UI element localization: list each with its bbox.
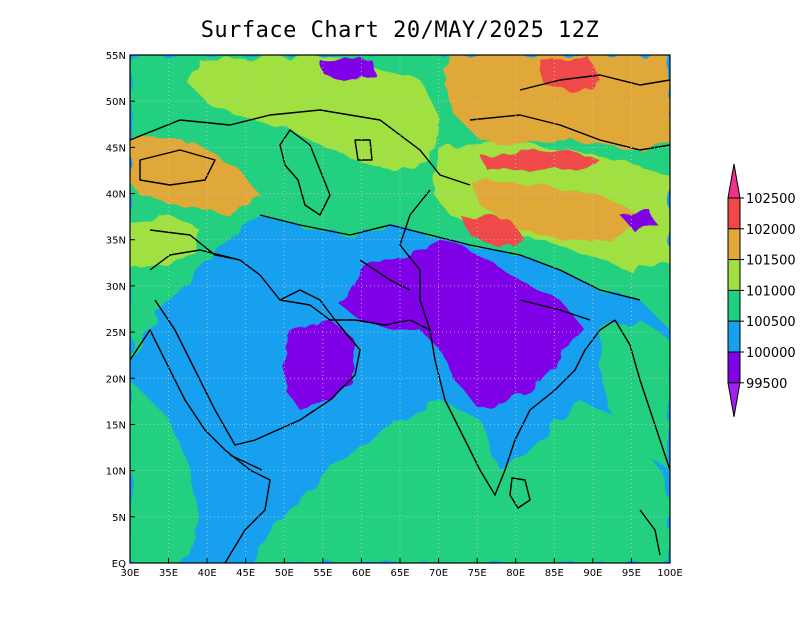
colorbar-arrow-top <box>727 163 741 199</box>
lon-tick-label: 85E <box>545 568 564 579</box>
lon-tick-label: 100E <box>657 568 682 579</box>
colorbar-segment <box>727 289 741 322</box>
lon-tick-label: 95E <box>622 568 641 579</box>
colorbar-segment <box>727 228 741 261</box>
lon-tick-label: 55E <box>313 568 332 579</box>
colorbar-label: 102500 <box>746 192 796 207</box>
field-102500-c <box>460 215 525 248</box>
lat-tick-label: 5N <box>112 513 126 524</box>
lon-tick-label: 50E <box>275 568 294 579</box>
colorbar: 102500 102000 101500 101000 100500 100000 9950… <box>727 163 796 417</box>
lat-axis: EQ 5N 10N 15N 20N 25N 30N 35N 40N 45N 50N 55N <box>106 51 135 570</box>
field-101000-south <box>250 400 670 563</box>
lat-tick-label: 45N <box>106 143 126 154</box>
lat-tick-label: 15N <box>106 420 126 431</box>
colorbar-label: 100500 <box>746 315 796 330</box>
field-100000-arabia <box>285 320 355 410</box>
lon-tick-label: 65E <box>390 568 409 579</box>
lon-tick-label: 45E <box>236 568 255 579</box>
lat-tick-label: 20N <box>106 374 126 385</box>
colorbar-label: 102000 <box>746 223 796 238</box>
lat-tick-label: 10N <box>106 467 126 478</box>
colorbar-segment <box>727 259 741 291</box>
lon-tick-label: 70E <box>429 568 448 579</box>
lon-tick-label: 90E <box>583 568 602 579</box>
colorbar-segment <box>727 351 741 384</box>
lat-tick-label: 50N <box>106 97 126 108</box>
colorbar-label: 101500 <box>746 254 796 269</box>
field-101500-a <box>190 55 440 170</box>
colorbar-label: 99500 <box>746 377 787 392</box>
field-102500-a <box>540 58 600 92</box>
lon-tick-label: 75E <box>468 568 487 579</box>
lat-tick-label: 35N <box>106 236 126 247</box>
field-101000-bay <box>600 320 670 470</box>
grid-lines <box>130 55 670 563</box>
lat-tick-label: 25N <box>106 328 126 339</box>
lon-tick-label: 40E <box>198 568 217 579</box>
field-100000-tibet <box>620 210 658 232</box>
lat-tick-label: 55N <box>106 51 126 62</box>
field-101500-c <box>130 215 200 270</box>
colorbar-label: 100000 <box>746 346 796 361</box>
field-102500-b <box>480 150 600 172</box>
colorbar-label: 101000 <box>746 284 796 299</box>
colorbar-segment <box>727 320 741 353</box>
lon-axis: 30E 35E 40E 45E 50E 55E 60E 65E 70E 75E 80E 85E 90E 9… <box>120 558 683 579</box>
lat-tick-label: 30N <box>106 282 126 293</box>
lon-tick-label: 80E <box>506 568 525 579</box>
lon-tick-label: 60E <box>352 568 371 579</box>
field-101000-west <box>130 380 200 563</box>
lat-tick-label: 40N <box>106 190 126 201</box>
lon-tick-label: 30E <box>120 568 139 579</box>
colorbar-arrow-bottom <box>727 382 741 417</box>
lat-tick-label: EQ <box>112 559 126 570</box>
chart-title: Surface Chart 20/MAY/2025 12Z <box>200 18 600 43</box>
lon-tick-label: 35E <box>159 568 178 579</box>
colorbar-segment <box>727 197 741 230</box>
field-100000-india <box>340 240 585 410</box>
